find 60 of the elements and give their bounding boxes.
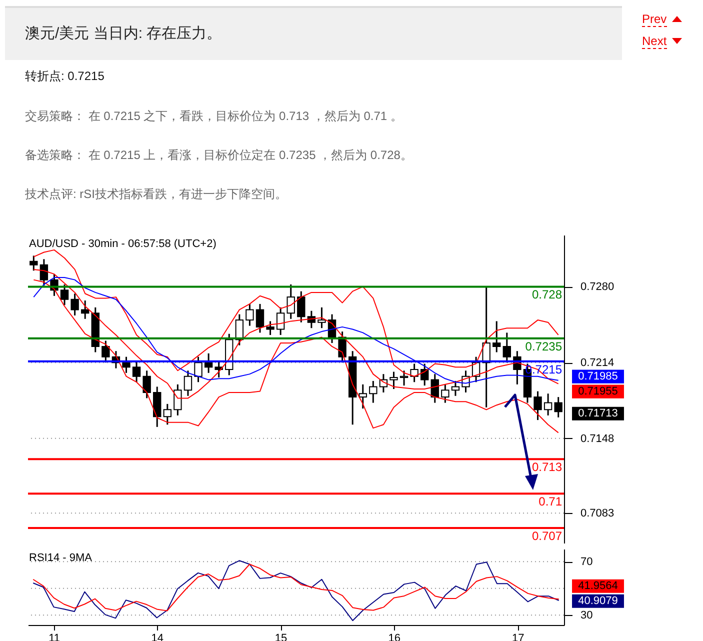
candlestick: [60, 284, 69, 306]
ref-line-label: 0.713: [532, 460, 562, 474]
chart-title: RSI14 - 9MA: [29, 552, 93, 564]
candlestick: [286, 284, 295, 320]
candlestick: [369, 380, 378, 404]
candlestick: [420, 362, 429, 386]
candlestick: [214, 360, 223, 378]
ref-line-label: 0.728: [532, 288, 562, 302]
ref-line-label: 0.71: [538, 494, 562, 509]
candlestick: [132, 360, 141, 383]
candlestick: [70, 292, 79, 316]
candlestick: [358, 384, 367, 410]
candlestick: [102, 340, 110, 364]
text: Prev: [642, 12, 667, 27]
ref-line-label: 0.707: [532, 529, 562, 544]
y-tick-label: 0.7280: [580, 281, 614, 294]
candlestick: [297, 290, 306, 324]
y-tick-label: 0.7148: [580, 432, 614, 445]
line-series: [32, 564, 560, 612]
candlestick: [492, 320, 501, 353]
data-label: 40.9079: [578, 595, 618, 608]
y-tick-label: 70: [580, 556, 593, 568]
candlestick: [410, 362, 418, 383]
candlestick: [80, 300, 90, 320]
candlestick: [534, 390, 542, 421]
text: 转折点: 0.7215: [25, 68, 104, 85]
candlestick: [400, 370, 408, 386]
candlestick: [174, 384, 182, 416]
y-tick-label: 0.7083: [580, 508, 614, 520]
text: 交易策略： 在 0.7215 之下，看跌，目标价位为 0.713 ，然后为 0.71 。: [25, 108, 402, 125]
text: 备选策略： 在 0.7215 上，看涨，目标价位定在 0.7235 ，然后为 0.728。: [25, 147, 412, 164]
candlestick: [318, 306, 326, 329]
candlestick: [390, 371, 398, 390]
candlestick: [441, 384, 450, 404]
y-tick-label: 0.7214: [580, 357, 614, 370]
ref-line-label: 0.7235: [525, 339, 562, 354]
candlestick: [194, 356, 202, 383]
candlestick: [163, 403, 172, 426]
y-tick-label: 30: [580, 610, 593, 622]
candlestick: [266, 320, 274, 336]
candlestick: [122, 356, 130, 374]
text: 技术点评: rSI技术指标看跌，有进一步下降空间。: [25, 186, 288, 203]
candlestick: [451, 380, 460, 397]
data-label: 0.71985: [578, 370, 618, 383]
candlestick: [246, 303, 254, 327]
line-series: [32, 560, 560, 622]
text: Next: [642, 34, 667, 49]
candlestick: [30, 254, 38, 272]
candlestick: [502, 332, 512, 364]
candlestick: [276, 306, 285, 336]
candlestick: [544, 392, 552, 416]
candlestick: [142, 370, 151, 399]
candlestick: [40, 258, 48, 286]
candlestick: [256, 303, 264, 334]
text: 0.71713: [578, 408, 618, 420]
data-label: 41.9564: [578, 580, 618, 592]
chart-title: 澳元/美元 当日内: 存在压力。: [25, 24, 222, 43]
data-label: 0.71955: [578, 386, 618, 398]
candlestick: [184, 370, 192, 397]
chart-subtitle: AUD/USD - 30min - 06:57:58 (UTC+2): [29, 238, 216, 250]
